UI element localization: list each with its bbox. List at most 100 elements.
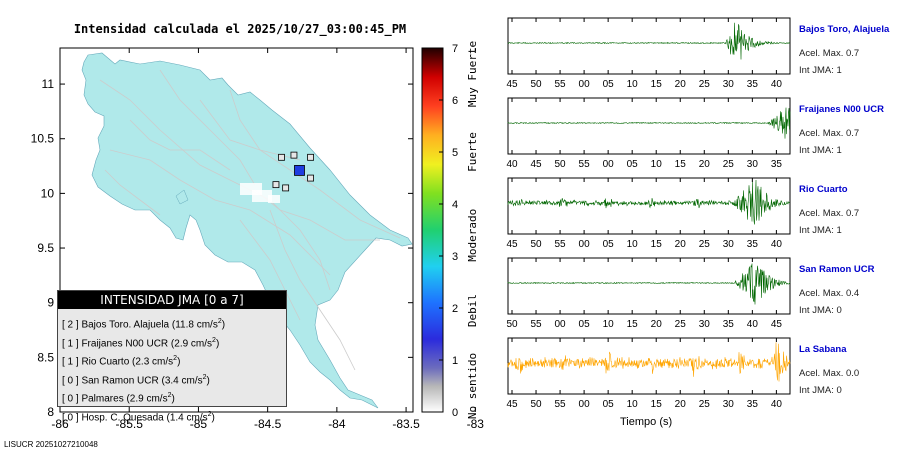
trace-tick-label: 55: [555, 239, 567, 250]
trace-tick-label: 00: [555, 319, 567, 330]
trace-tick-label: 35: [771, 159, 783, 170]
trace-jma-intensity: Int JMA: 1: [799, 65, 842, 76]
trace-tick-label: 50: [555, 159, 567, 170]
trace-station-name: San Ramon UCR: [799, 264, 875, 275]
trace-tick-label: 35: [723, 319, 735, 330]
colorbar-class-label: Fuerte: [466, 132, 479, 172]
trace-waveform: [507, 342, 791, 382]
trace-tick-label: 30: [723, 239, 735, 250]
map-y-tick-label: 8: [47, 405, 54, 419]
trace-jma-intensity: Int JMA: 0: [799, 305, 842, 316]
trace-tick-label: 05: [603, 239, 615, 250]
trace-tick-label: 25: [699, 239, 711, 250]
map-x-tick-label: -83: [467, 417, 485, 431]
trace-tick-label: 35: [747, 399, 759, 410]
map-y-tick-label: 8.5: [37, 350, 54, 364]
trace-tick-label: 45: [506, 239, 518, 250]
trace-tick-label: 25: [723, 159, 735, 170]
map-x-tick-label: -84.5: [254, 417, 282, 431]
legend-list: [ 2 ] Bajos Toro. Alajuela (11.8 cm/s2) […: [62, 314, 286, 425]
footer-id: LISUCR 20251027210048: [4, 440, 98, 449]
trace-panel: [507, 17, 791, 75]
legend-item: [ 0 ] San Ramon UCR (3.4 cm/s2): [62, 373, 210, 386]
trace-tick-label: 00: [579, 399, 591, 410]
trace-max-accel: Acel. Max. 0.7: [799, 48, 860, 59]
trace-tick-label: 40: [771, 79, 783, 90]
trace-tick-label: 25: [699, 399, 711, 410]
map-stations: [272, 151, 314, 192]
trace-tick-label: 05: [603, 399, 615, 410]
station-marker: [278, 153, 285, 161]
trace-tick-label: 45: [506, 79, 518, 90]
trace-tick-label: 15: [651, 399, 663, 410]
map-x-tick-label: -84: [328, 417, 346, 431]
colorbar-class-label: Debil: [466, 294, 479, 327]
colorbar-tick-label: 4: [452, 199, 458, 211]
colorbar-tick-label: 2: [452, 303, 458, 315]
trace-jma-intensity: Int JMA: 1: [799, 225, 842, 236]
trace-tick-label: 10: [603, 319, 615, 330]
trace-tick-label: 35: [747, 239, 759, 250]
trace-tick-label: 00: [579, 239, 591, 250]
trace-tick-label: 45: [530, 159, 542, 170]
trace-tick-label: 55: [555, 399, 567, 410]
trace-tick-label: 20: [675, 399, 687, 410]
legend-item: [ 0 ] Hosp. C. Quesada (1.4 cm/s2): [62, 410, 215, 423]
trace-tick-label: 25: [699, 79, 711, 90]
trace-tick-label: 10: [627, 399, 639, 410]
trace-tick-label: 55: [530, 319, 542, 330]
trace-waveform: [507, 22, 791, 60]
map-x-tick-label: -85: [190, 417, 208, 431]
station-marker: [307, 153, 314, 161]
colorbar-class-label: Muy Fuerte: [466, 41, 479, 107]
trace-max-accel: Acel. Max. 0.0: [799, 368, 860, 379]
trace-tick-label: 05: [603, 79, 615, 90]
colorbar-class-label: No sentido: [466, 353, 479, 419]
map-y-tick-label: 11: [42, 77, 55, 91]
trace-tick-label: 20: [651, 319, 663, 330]
colorbar-tick-label: 1: [452, 355, 458, 367]
trace-waveform: [507, 107, 791, 139]
trace-tick-label: 30: [723, 79, 735, 90]
trace-tick-label: 10: [627, 239, 639, 250]
intensity-legend: INTENSIDAD JMA [0 a 7] [ 2 ] Bajos Toro.…: [57, 290, 287, 423]
trace-jma-intensity: Int JMA: 1: [799, 145, 842, 156]
colorbar: [421, 47, 444, 413]
map-x-tick-label: -86: [51, 417, 69, 431]
colorbar-tick-label: 0: [452, 407, 458, 419]
map-x-tick-label: -85.5: [116, 417, 144, 431]
trace-tick-label: 30: [747, 159, 759, 170]
map-title: Intensidad calculada el 2025/10/27_03:00…: [73, 22, 407, 36]
trace-max-accel: Acel. Max. 0.7: [799, 208, 860, 219]
station-marker: [290, 151, 298, 159]
legend-item: [ 0 ] Palmares (2.9 cm/s2): [62, 392, 175, 405]
trace-tick-label: 30: [699, 319, 711, 330]
trace-tick-label: 40: [506, 159, 518, 170]
trace-station-name: La Sabana: [799, 344, 847, 355]
epicenter-marker: [294, 165, 305, 176]
map-y-tick-label: 9.5: [37, 241, 54, 255]
legend-item: [ 1 ] Fraijanes N00 UCR (2.9 cm/s2): [62, 336, 220, 349]
trace-tick-label: 55: [555, 79, 567, 90]
trace-station-name: Fraijanes N00 UCR: [799, 104, 885, 115]
map-axes: -86 -85.5 -85 -84.5 -84 -83.5 -8388.599.51010.…: [31, 48, 485, 431]
map-y-tick-label: 9: [47, 296, 54, 310]
trace-tick-label: 20: [675, 79, 687, 90]
legend-title: INTENSIDAD JMA [0 a 7]: [58, 291, 286, 309]
trace-tick-label: 50: [530, 399, 542, 410]
nicoya-gulf-island: [175, 189, 189, 205]
trace-tick-label: 10: [627, 79, 639, 90]
trace-tick-label: 05: [579, 319, 591, 330]
trace-station-name: Rio Cuarto: [799, 184, 848, 195]
trace-station-name: Bajos Toro, Alajuela: [799, 24, 890, 35]
road-network: [99, 69, 401, 371]
map-x-tick-label: -83.5: [392, 417, 420, 431]
colorbar-tick-label: 7: [452, 43, 458, 55]
seismogram-panels: 45 50 55 00 05 10 15 20 25 30 35 40 40 45 50 55 00 05 10 15…: [506, 17, 791, 410]
trace-tick-label: 15: [651, 79, 663, 90]
station-marker: [282, 184, 290, 192]
map-y-tick-label: 10: [41, 186, 55, 200]
map-y-tick-label: 10.5: [31, 132, 55, 146]
trace-waveform: [507, 179, 791, 225]
